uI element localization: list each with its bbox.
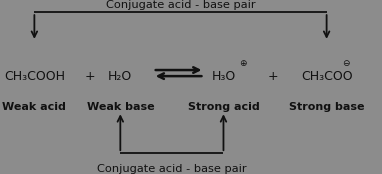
Text: CH₃COOH: CH₃COOH: [4, 70, 65, 83]
Text: ⊕: ⊕: [239, 59, 246, 68]
Text: Weak base: Weak base: [86, 102, 154, 112]
Text: H₂O: H₂O: [108, 70, 133, 83]
Text: CH₃COO: CH₃COO: [301, 70, 353, 83]
Text: H₃O: H₃O: [211, 70, 236, 83]
Text: Strong acid: Strong acid: [188, 102, 259, 112]
Text: Conjugate acid - base pair: Conjugate acid - base pair: [106, 0, 255, 10]
Text: +: +: [268, 70, 278, 83]
Text: Conjugate acid - base pair: Conjugate acid - base pair: [97, 164, 247, 174]
Text: Strong base: Strong base: [289, 102, 364, 112]
Text: Weak acid: Weak acid: [2, 102, 66, 112]
Text: ⊖: ⊖: [342, 59, 350, 68]
Text: +: +: [84, 70, 95, 83]
